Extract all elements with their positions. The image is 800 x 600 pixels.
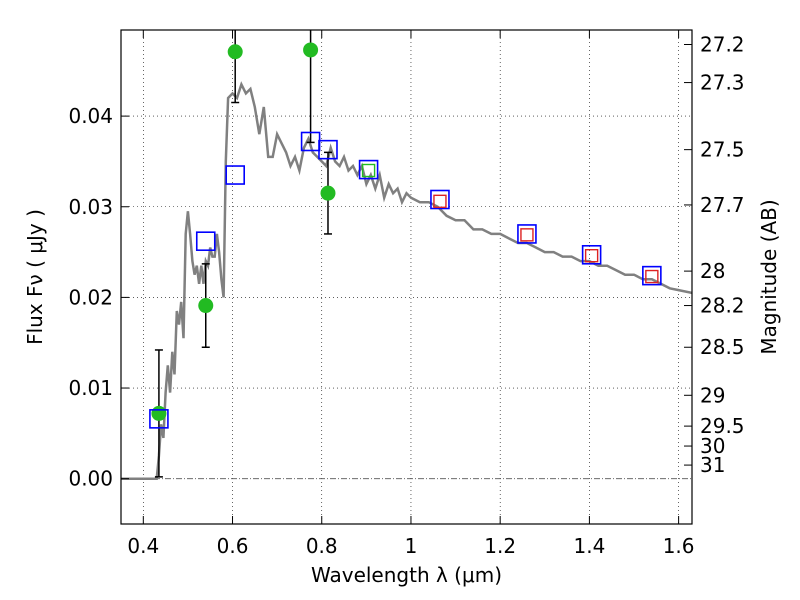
model-photometry-point [517,224,537,244]
mag-tick-label: 27.3 [700,71,745,95]
mag-tick-label: 27.2 [700,33,745,57]
mag-tick-label: 29.5 [700,414,745,438]
mag-tick-label: 31 [700,453,725,477]
x-tick-label: 0.8 [306,534,338,558]
observed-point [198,298,214,314]
x-tick-label: 1.4 [573,534,605,558]
y-tick-label: 0.01 [68,376,113,400]
x-axis-label: Wavelength λ (μm) [311,563,502,587]
mag-tick-label: 28.2 [700,294,745,318]
observed-point [151,405,167,421]
inner-marker [433,194,447,209]
y-axis-label: Flux Fν ( μJy ) [23,209,47,345]
mag-tick-label: 28 [700,259,725,283]
observed-point [303,42,319,58]
observed-point [227,44,243,60]
sed-model-curve [121,81,692,480]
observed-points [151,42,336,421]
x-tick-label: 1.2 [484,534,516,558]
model-photometry-point [358,159,379,180]
mag-tick-label: 29 [700,383,725,407]
model-photometry-point [225,165,245,185]
mag-tick-label: 27.7 [700,193,745,217]
y-tick-label: 0.03 [68,195,113,219]
plot-frame [120,29,693,525]
y-tick-label: 0.00 [68,467,113,491]
plot-area [121,30,692,524]
x-tick-label: 1.6 [663,534,695,558]
inner-marker [584,248,599,263]
x-tick-label: 1 [405,534,418,558]
mag-tick-label: 27.5 [700,138,745,162]
y-tick-label: 0.04 [68,104,113,128]
model-photometry-points [149,131,662,429]
model-photometry-point [430,189,450,210]
inner-marker [361,163,376,178]
model-photometry-point [195,231,216,251]
x-tick-label: 0.6 [217,534,249,558]
x-axis-ticks: 0.4 0.6 0.8 1 1.2 1.4 1.6 [127,30,695,558]
model-photometry-point [642,265,662,286]
model-photometry-point [318,139,338,160]
magnitude-axis-label: Magnitude (AB) [757,199,781,354]
model-photometry-point [149,409,169,429]
inner-marker [645,269,659,284]
x-tick-label: 0.4 [127,534,159,558]
mag-tick-label: 30 [700,434,725,458]
y-tick-label: 0.02 [68,285,113,309]
observed-point [320,185,336,201]
inner-markers [361,163,659,284]
y-axis-ticks: 0.00 0.01 0.02 0.03 0.04 [68,104,129,491]
model-photometry-point [581,244,602,265]
inner-marker [520,228,534,242]
mag-tick-label: 28.5 [700,335,745,359]
